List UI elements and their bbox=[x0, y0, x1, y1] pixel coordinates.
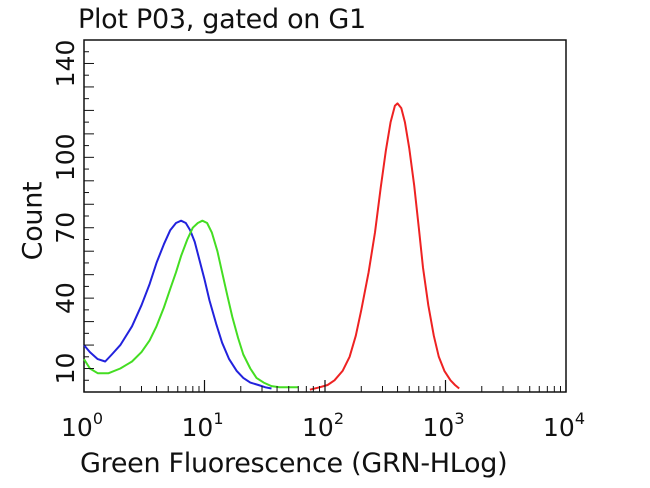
y-tick-label: 10 bbox=[51, 353, 80, 385]
x-axis-label: Green Fluorescence (GRN-HLog) bbox=[80, 448, 508, 479]
y-tick-label: 70 bbox=[51, 212, 80, 244]
series-line-2 bbox=[83, 219, 299, 389]
series-line-3 bbox=[309, 102, 460, 391]
series-layer bbox=[83, 102, 460, 391]
x-tick-label: 103 bbox=[423, 409, 465, 442]
plot-frame bbox=[83, 39, 567, 393]
x-tick-label: 100 bbox=[61, 409, 103, 442]
x-axis: 100 101 102 103 104 bbox=[61, 380, 585, 442]
series-line-1 bbox=[83, 219, 272, 390]
y-tick-label: 100 bbox=[51, 133, 80, 181]
y-axis: 10 40 70 100 140 bbox=[51, 40, 94, 385]
x-tick-label: 104 bbox=[543, 409, 585, 442]
y-tick-label: 140 bbox=[51, 40, 80, 88]
x-tick-label: 101 bbox=[182, 409, 224, 442]
y-tick-label: 40 bbox=[51, 282, 80, 314]
chart-title: Plot P03, gated on G1 bbox=[78, 4, 366, 35]
x-tick-label: 102 bbox=[302, 409, 344, 442]
y-axis-label: Count bbox=[17, 181, 49, 261]
